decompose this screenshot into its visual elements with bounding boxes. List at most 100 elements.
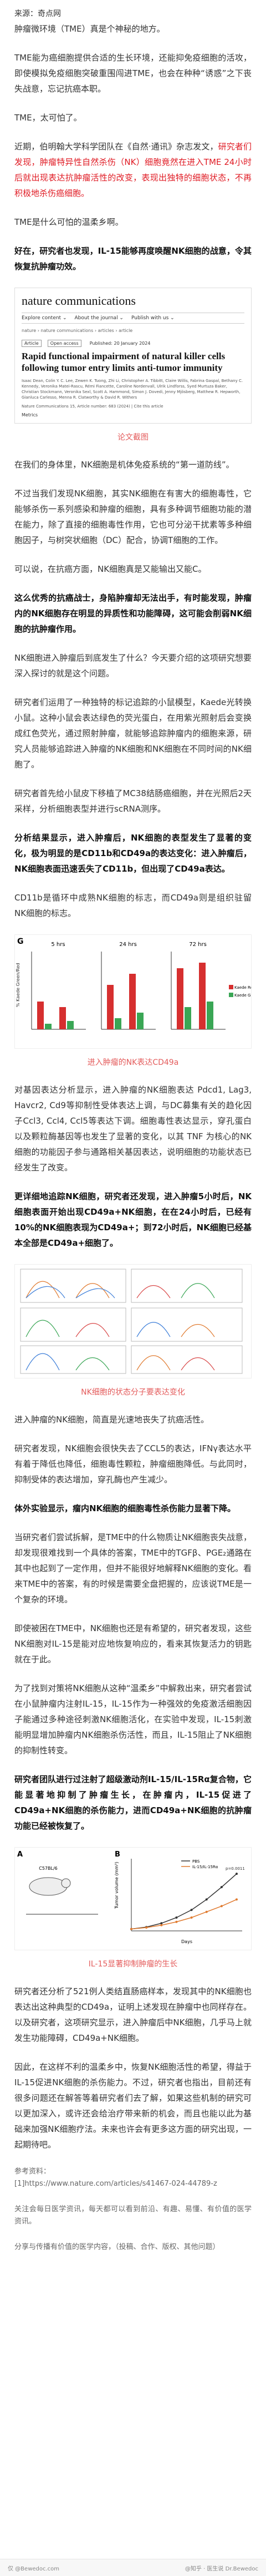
body3-para-0: 进入肿瘤的NK细胞，简直是光速地丧失了抗癌活性。 (14, 1415, 209, 1425)
figure-label-a: A (17, 1850, 23, 1859)
body1-para-4: NK细胞进入肿瘤后到底发生了什么？今天要介绍的这项研究想要深入探讨的就是这个问题… (14, 653, 252, 678)
mouse-schematic: C57BL/6 (26, 1866, 98, 1915)
body3-para-5: 为了找到对策将NK细胞从这种“温柔乡”中解救出来，研究者尝试在小鼠肿瘤内注射IL… (14, 1683, 252, 1755)
body1-para-3: 这么优秀的抗癌战士，身陷肿瘤却无法出手，有时能发现，肿瘤内的NK细胞存在明显的异… (14, 590, 252, 637)
body1-para-6: 研究者首先给小鼠皮下移植了MC38结肠癌细胞，并在光照后2天采样，分析细胞表型并… (14, 788, 252, 814)
paper-authors: Isaac Dean, Colin Y. C. Lee, Zewen K. Tu… (22, 379, 243, 400)
growth-ylabel: Tumor volume (mm³) (114, 1862, 119, 1909)
bar-72hrs-red-1 (177, 968, 183, 1029)
paragraph-5: 好在，研究者也发现，IL-15能够再度唤醒NK细胞的战意，令其恢复抗肿瘤功效。 (14, 243, 252, 274)
growth-point-1-0 (130, 1928, 132, 1930)
body1-para-3-text: 这么优秀的抗癌战士，身陷肿瘤却无法出手，有时能发现，肿瘤内的NK细胞存在明显的异… (14, 593, 252, 634)
growth-point-1-5 (205, 1910, 208, 1913)
legend-label-green: Kaede Green (234, 993, 251, 998)
growth-point-1-4 (190, 1916, 193, 1919)
bar-5hrs-green-1 (45, 1024, 52, 1029)
growth-point-1-6 (220, 1905, 223, 1908)
caption-cd49a: 进入肿瘤的NK表达CD49a (87, 1058, 179, 1067)
legend-pbs: PBS (192, 1859, 200, 1864)
bar-5hrs-red-2 (59, 1007, 66, 1029)
body3-para-2-text: 体外实验显示，瘤内NK细胞的细胞毒性杀伤能力显著下降。 (14, 1503, 236, 1513)
body1-para-2: 可以说，在抗癌方面，NK细胞真是又能输出又能C。 (14, 564, 207, 574)
growth-point-0-3 (175, 1916, 178, 1919)
bar-5hrs-red-1 (37, 1002, 44, 1029)
body1-para-5: 研究者们运用了一种独特的标记追踪的小鼠模型，Kaede光转换小鼠。这种小鼠会表达… (14, 697, 252, 769)
intro-paragraph: 肿瘤微环境（TME）真是个神秘的地方。 (14, 24, 165, 34)
legend-swatch-green (229, 993, 233, 997)
body1-para-7: 分析结果显示，进入肿瘤后，NK细胞的表型发生了显著的变化，极为明显的是CD11b… (14, 830, 252, 877)
body3-para-1: 研究者发现，NK细胞会很快失去了CCL5的表达，IFNγ表达水平有着于降低也降低… (14, 1443, 252, 1485)
journal-nav: Explore content ⌄ About the journal ⌄ Pu… (22, 313, 244, 324)
references-title: 参考资料： (14, 2167, 51, 2176)
legend-label-red: Kaede Red (234, 985, 251, 990)
body4-para-0: 研究者还分析了521例人类结直肠癌样本，发现其中的NK细胞也表达出这种典型的CD… (14, 1986, 252, 2043)
body3-para-6-text: 研究者团队进行过注射了超级激动剂IL-15/IL-15Rα复合物，它能显著地抑制… (14, 1774, 252, 1831)
growth-line-1 (131, 1899, 237, 1930)
figure-label-g: G (17, 937, 24, 946)
paper-title: Rapid functional impairment of natural k… (22, 351, 226, 373)
bar-5hrs-green-2 (67, 1021, 74, 1029)
closing-1: 关注会每日医学资讯，每天都可以看到前沿、有趣、易懂、有价值的医学资讯。 (14, 2205, 252, 2226)
growth-point-0-2 (160, 1922, 163, 1925)
paragraph-2: TME，太可怕了。 (14, 113, 82, 123)
nav-explore[interactable]: Explore content ⌄ (22, 315, 67, 321)
bar-24hrs-green-2 (137, 1013, 144, 1029)
paragraph-3-highlight: 研究者们发现，肿瘤特异性自然杀伤（NK）细胞竟然在进入TME 24小时后就出现表… (14, 142, 252, 198)
growth-legend: PBS IL-15/IL-15Rα (181, 1859, 218, 1869)
breadcrumb: nature › nature communications › article… (22, 328, 133, 333)
source-line: 来源：奇点网 (14, 9, 61, 18)
nav-about[interactable]: About the journal ⌄ (74, 315, 124, 321)
bar-legend: Kaede Red Kaede Green (229, 985, 259, 998)
paragraph-3-lead: 近期，伯明翰大学科学团队在《自然·通讯》杂志发文， (14, 142, 218, 152)
body3-para-6: 研究者团队进行过注射了超级激动剂IL-15/IL-15Rα复合物，它能显著地抑制… (14, 1772, 252, 1834)
closing-2: 分享与传播有价值的医学内容，（投稿、合作、版权、其他问题） (14, 2243, 220, 2251)
panel-title-24hrs: 24 hrs (119, 942, 137, 948)
legend-il15: IL-15/IL-15Rα (192, 1865, 218, 1869)
growth-xlabel: Days (181, 1939, 192, 1944)
paper-citation: Nature Communications 15, Article number… (22, 404, 163, 409)
body2-para-0: 对基因表达分析显示，进入肿瘤的NK细胞表达 Pdcd1, Lag3, Havcr… (14, 1085, 252, 1173)
panel-title-72hrs: 72 hrs (189, 942, 207, 948)
paragraph-3: 近期，伯明翰大学科学团队在《自然·通讯》杂志发文，研究者们发现，肿瘤特异性自然杀… (14, 139, 252, 201)
bar-24hrs-red-1 (107, 985, 114, 1029)
figure-tumor-growth: A C57BL/6 B Tumor volume (mm³) Days p=0.… (14, 1847, 252, 1950)
body1-para-1: 不过当我们发现NK细胞，其实NK细胞在有害大的细胞毒性，它能够杀伤一系列感染和肿… (14, 489, 252, 545)
bar-24hrs-red-2 (129, 974, 136, 1029)
body2-para-1: 更详细地追踪NK细胞，研究者还发现，进入肿瘤5小时后，NK细胞表面开始出现CD4… (14, 1189, 252, 1251)
paragraph-5-lead: 好在，研究者也发现， (14, 246, 98, 256)
footer-right: @知乎 · 医生说 Dr.Bewedoc (185, 2565, 258, 2572)
paragraph-1: TME能为癌细胞提供合适的生长环境，还能抑免疫细胞的活攻，即使模拟免疫细胞突破重… (14, 53, 252, 94)
body3-para-3: 当研究者们尝试拆解，是TME中的什么物质让NK细胞丧失战意，却发现很难找到一个具… (14, 1532, 252, 1604)
growth-annotation: p=0.0011 (226, 1866, 245, 1871)
mouse-label: C57BL/6 (39, 1866, 58, 1871)
bar-24hrs-green-1 (115, 1018, 121, 1029)
body1-para-0: 在我们的身体里，NK细胞是机体免疫系统的“第一道防线”。 (14, 460, 234, 470)
paragraph-4: TME是什么可怕的温柔乡啊。 (14, 217, 124, 227)
growth-point-0-6 (220, 1886, 223, 1889)
reference-link-1[interactable]: [1]https://www.nature.com/articles/s4146… (14, 2180, 217, 2188)
panel-24hrs: 24 hrs (101, 942, 156, 1030)
body2-para-1-text: 更详细地追踪NK细胞，研究者还发现，进入肿瘤5小时后，NK细胞表面开始出现CD4… (14, 1191, 252, 1248)
bar-72hrs-green-2 (207, 1002, 213, 1029)
body3-para-2: 体外实验显示，瘤内NK细胞的细胞毒性杀伤能力显著下降。 (14, 1501, 252, 1516)
figure-label-b: B (115, 1850, 120, 1859)
growth-point-0-4 (190, 1909, 193, 1911)
badge-article: Article (22, 340, 42, 347)
legend-swatch-red (229, 985, 233, 989)
caption-nk-state: NK细胞的状态分子要表达变化 (81, 1388, 185, 1397)
badge-published: Published: 20 January 2024 (89, 341, 151, 346)
references: 参考资料： [1]https://www.nature.com/articles… (14, 2166, 252, 2190)
paper-screenshot: nature communications Explore content ⌄ … (14, 288, 252, 424)
growth-point-1-1 (145, 1926, 148, 1929)
paragraph-5-highlight: IL-15能够再度唤醒NK细胞的战意，令其恢复抗肿瘤功效。 (14, 246, 252, 271)
bar-ylabel: % Kaede Green/Red (16, 963, 21, 1007)
body4-para-1: 因此，在这样不利的温柔乡中，恢复NK细胞活性的希望，得益于IL-15促进NK细胞… (14, 2062, 252, 2150)
growth-line-0 (131, 1873, 237, 1930)
body1-para-7-text: 分析结果显示，进入肿瘤后，NK细胞的表型发生了显著的变化，极为明显的是CD11b… (14, 833, 252, 874)
paper-metrics[interactable]: Metrics (22, 412, 38, 417)
growth-point-1-2 (160, 1924, 163, 1926)
panel-72hrs: 72 hrs (171, 942, 226, 1030)
footer-left: 仅 @Bewedoc.com (8, 2565, 60, 2572)
nav-publish[interactable]: Publish with us ⌄ (131, 315, 175, 321)
